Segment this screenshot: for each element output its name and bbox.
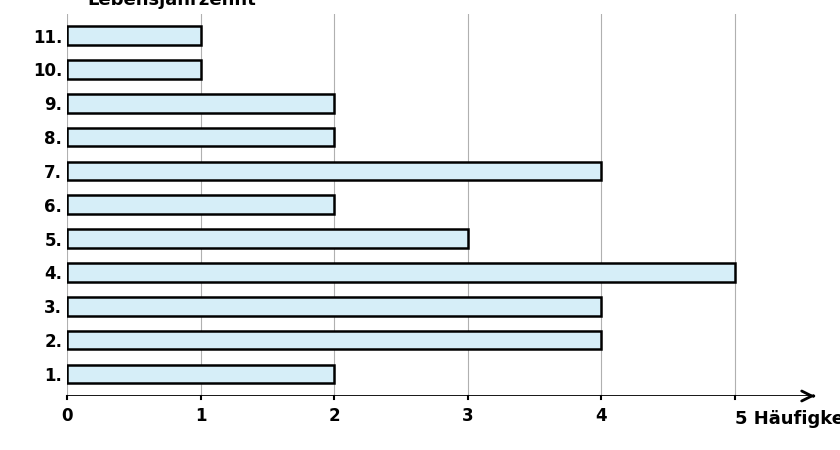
Bar — [67, 230, 468, 248]
Bar — [67, 26, 201, 45]
Bar — [67, 60, 201, 79]
Bar — [67, 297, 601, 315]
Bar — [67, 195, 334, 214]
Bar — [67, 331, 601, 350]
Text: 5 Häufigkeit: 5 Häufigkeit — [735, 410, 840, 428]
Bar — [67, 162, 601, 180]
Bar — [67, 128, 334, 146]
Bar — [67, 94, 334, 112]
Text: Lebensjahrzehnt: Lebensjahrzehnt — [87, 0, 256, 9]
Bar — [67, 364, 334, 383]
Bar — [67, 263, 735, 282]
